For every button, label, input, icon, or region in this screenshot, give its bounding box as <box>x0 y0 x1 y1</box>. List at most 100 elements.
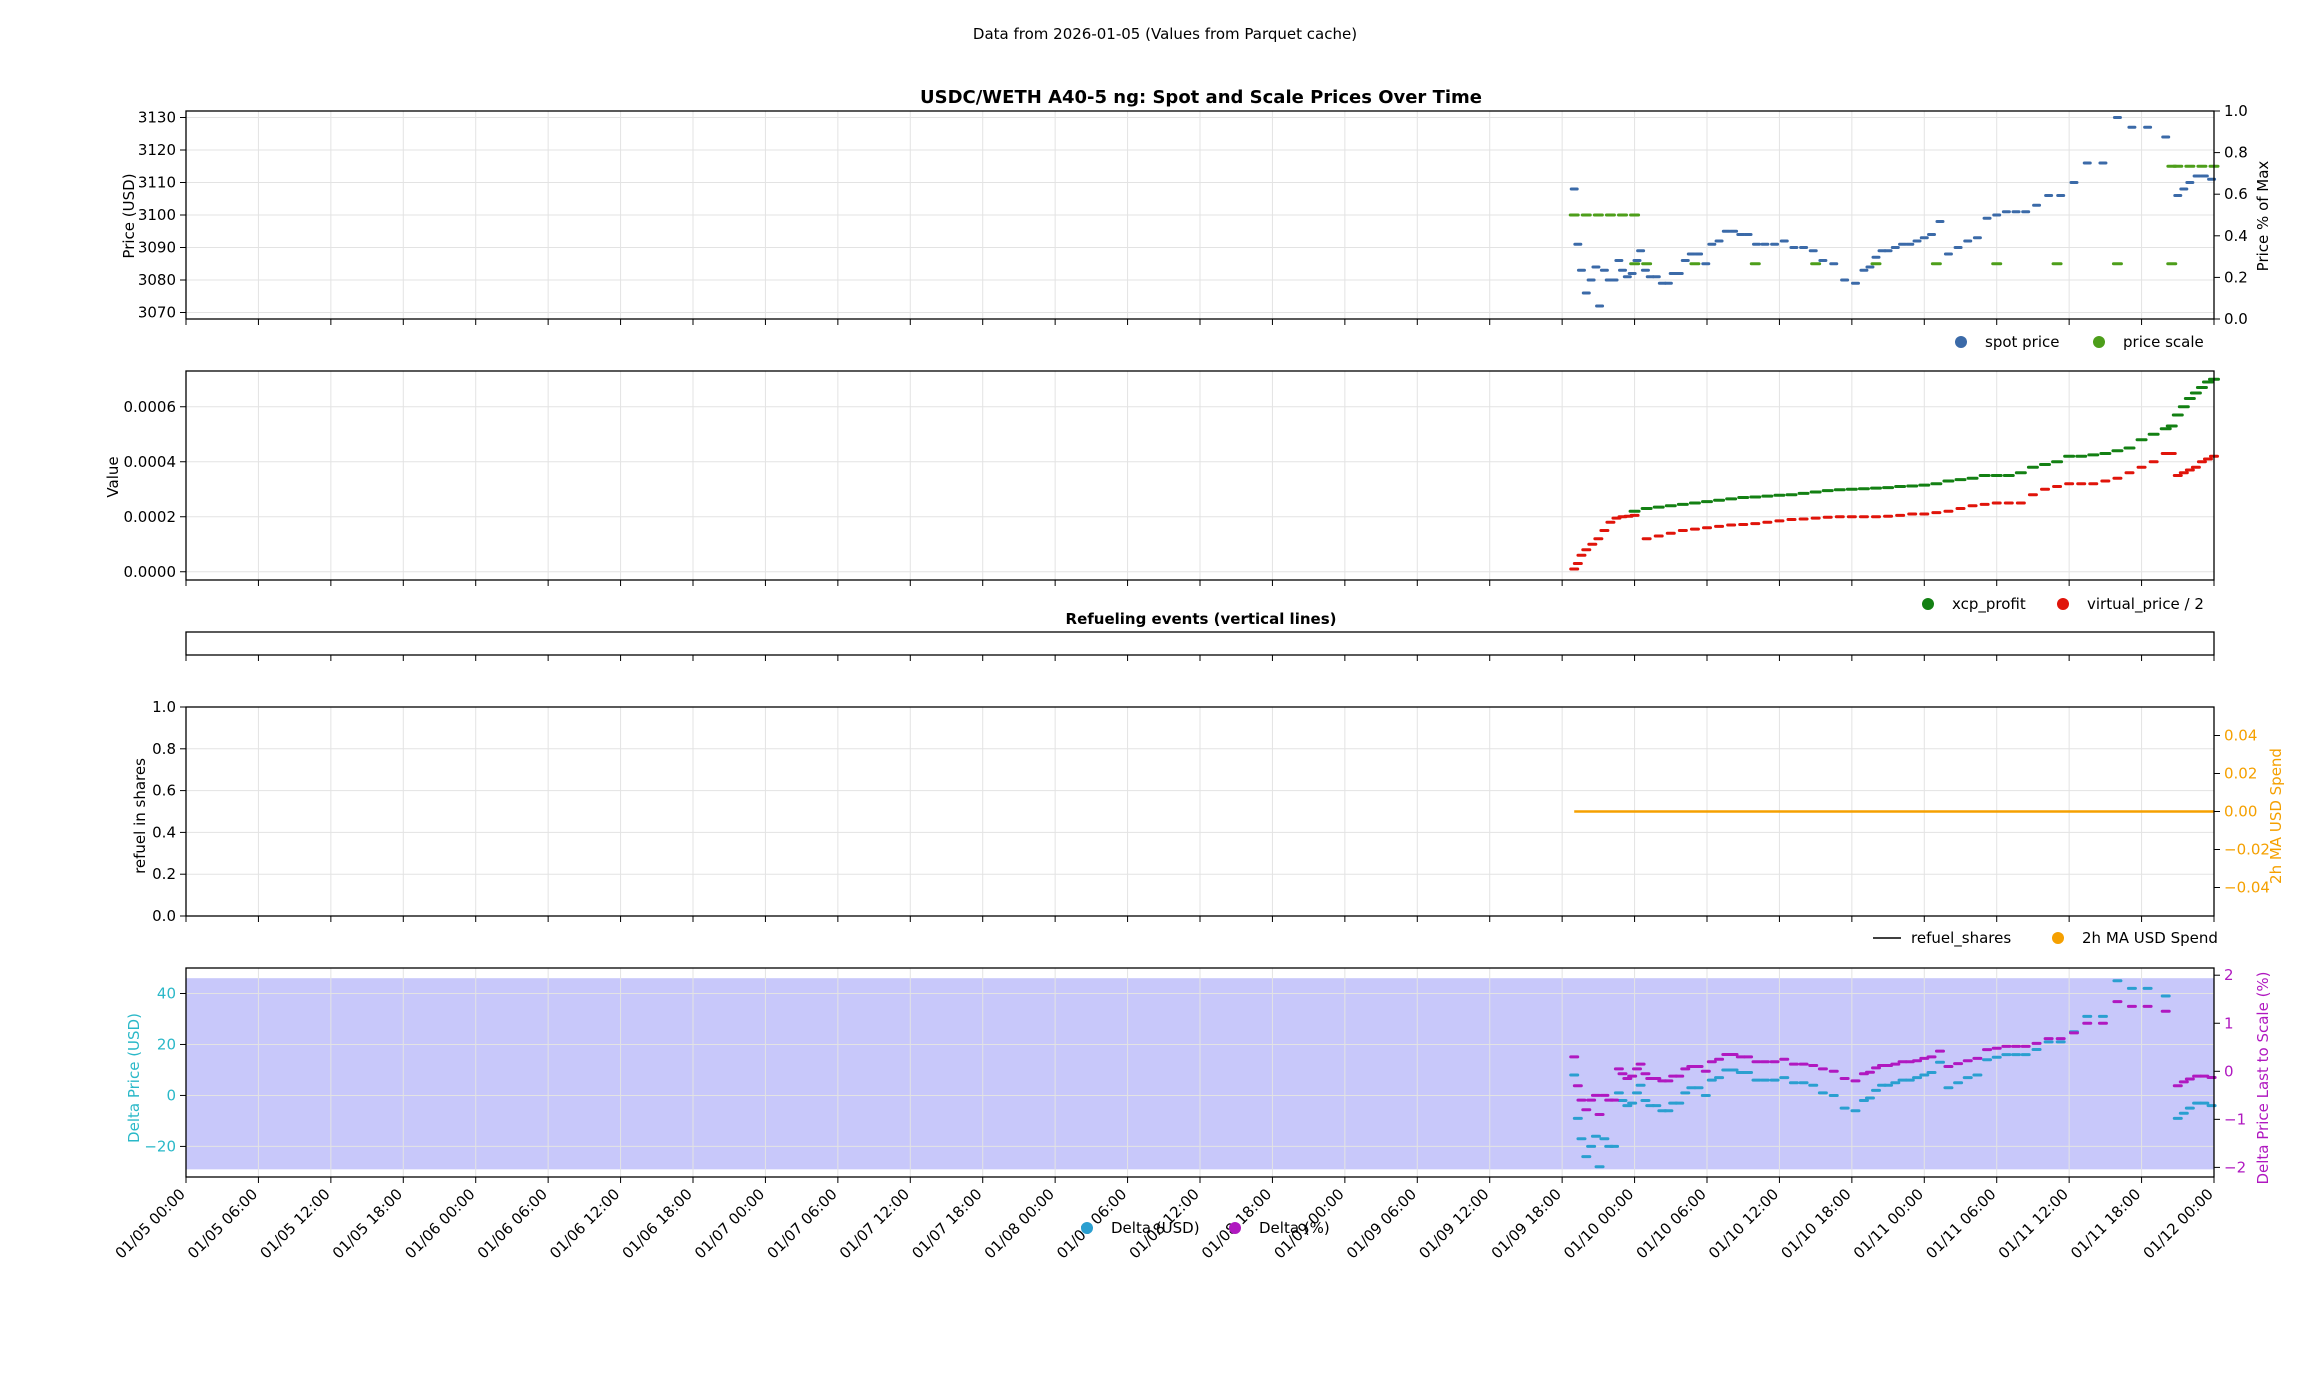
panel-price-ytick-label: 3100 <box>138 206 176 224</box>
panel-refuel-shares-ytick-right-label: 0.04 <box>2224 727 2257 745</box>
panel-delta-ylabel-right: Delta Price Last to Scale (%) <box>2254 971 2272 1184</box>
x-tick-label: 01/09 18:00 <box>1488 1185 1565 1262</box>
panel-delta-ytick-right-label: 2 <box>2224 966 2234 984</box>
panel-delta-ytick-label: 40 <box>157 984 176 1002</box>
panel-refuel-shares-ytick-label: 0.6 <box>152 782 176 800</box>
panel-price-title: USDC/WETH A40-5 ng: Spot and Scale Price… <box>920 87 1482 108</box>
x-tick-label: 01/12 00:00 <box>2140 1185 2217 1262</box>
panel-value-legend-label: virtual_price / 2 <box>2087 595 2204 614</box>
panel-price-ytick-label: 3080 <box>138 271 176 289</box>
panel-price-ytick-label: 3110 <box>138 174 176 192</box>
panel-refuel-shares-ytick-right-label: 0.02 <box>2224 765 2257 783</box>
panel-delta-ytick-label: −20 <box>144 1137 176 1155</box>
panel-value-ytick-label: 0.0006 <box>124 398 177 416</box>
x-tick-label: 01/10 06:00 <box>1633 1185 1710 1262</box>
panel-refuel-events-title: Refueling events (vertical lines) <box>1066 610 1337 628</box>
panel-refuel-shares-ytick-label: 1.0 <box>152 698 176 716</box>
x-tick-label: 01/05 00:00 <box>112 1185 189 1262</box>
panel-price-ylabel: Price (USD) <box>120 173 138 258</box>
panel-delta-legend-marker <box>1081 1222 1093 1234</box>
panel-delta: −20 0 20 40 −2 −1 0 1 2 Delta Price (USD) Delta … <box>112 966 2272 1262</box>
panel-refuel-shares-legend-marker <box>2052 932 2064 944</box>
panel-value-legend-label: xcp_profit <box>1952 595 2026 614</box>
panel-refuel-events-axes <box>185 631 2215 661</box>
panel-price-ytick-label: 3090 <box>138 239 176 257</box>
x-tick-label: 01/09 06:00 <box>1343 1185 1420 1262</box>
x-tick-label: 01/06 18:00 <box>619 1185 696 1262</box>
panel-refuel-shares-ytick-right-label: 0.00 <box>2224 803 2257 821</box>
panel-price-ytick-label: 3070 <box>138 304 176 322</box>
panel-delta-legend-marker <box>1229 1222 1241 1234</box>
panel-price-ytick-right-label: 0.4 <box>2224 227 2248 245</box>
panel-refuel-shares-ytick-right-label: −0.04 <box>2224 879 2270 897</box>
x-tick-label: 01/11 00:00 <box>1850 1185 1927 1262</box>
panel-refuel-shares-ytick-label: 0.2 <box>152 865 176 883</box>
panel-value-marks <box>1569 377 2220 571</box>
panel-value-legend-marker <box>2057 598 2069 610</box>
panel-delta-ytick-right-label: 0 <box>2224 1062 2234 1080</box>
x-tick-label: 01/10 00:00 <box>1560 1185 1637 1262</box>
x-tick-label: 01/07 18:00 <box>908 1185 985 1262</box>
panel-value-ylabel: Value <box>104 456 122 497</box>
panel-value-axes: 0.0000 0.0002 0.0004 0.0006 <box>124 370 2215 586</box>
panel-refuel-events: Refueling events (vertical lines) <box>185 610 2215 661</box>
panel-delta-marks <box>1569 979 2217 1169</box>
panel-refuel-shares-legend-label: 2h MA USD Spend <box>2082 929 2218 947</box>
panel-refuel-shares-ylabel-right: 2h MA USD Spend <box>2267 748 2285 884</box>
panel-delta-grid <box>186 968 2214 1177</box>
panel-delta-axes: −20 0 20 40 −2 −1 0 1 2 <box>144 966 2246 1183</box>
x-tick-label: 01/07 12:00 <box>836 1185 913 1262</box>
x-tick-label: 01/06 00:00 <box>401 1185 478 1262</box>
panel-price-axes: 3070 3080 3090 3100 3110 3120 3130 0.0 0.2 0.4 0.6… <box>138 102 2248 328</box>
panel-price-ytick-label: 3130 <box>138 109 176 127</box>
x-tick-label: 01/05 18:00 <box>329 1185 406 1262</box>
panel-price-marks <box>1568 116 2220 308</box>
x-tick-label: 01/05 12:00 <box>256 1185 333 1262</box>
panel-value-ytick-label: 0.0000 <box>124 563 177 581</box>
x-tick-label: 01/07 06:00 <box>763 1185 840 1262</box>
figure-suptitle: Data from 2026-01-05 (Values from Parque… <box>973 25 1357 43</box>
x-tick-label: 01/11 12:00 <box>1995 1185 2072 1262</box>
panel-delta-legend-label: Delta (%) <box>1259 1219 1330 1237</box>
panel-price-ytick-right-label: 0.2 <box>2224 268 2248 286</box>
panel-price-legend-marker <box>1955 336 1967 348</box>
panel-refuel-shares-ytick-label: 0.8 <box>152 740 176 758</box>
x-tick-label: 01/09 12:00 <box>1415 1185 1492 1262</box>
x-tick-label: 01/06 06:00 <box>474 1185 551 1262</box>
x-tick-label: 01/10 12:00 <box>1705 1185 1782 1262</box>
panel-refuel-shares-legend-label: refuel_shares <box>1911 929 2011 948</box>
panel-delta-legend: Delta (USD) Delta (%) <box>1081 1219 1330 1237</box>
panel-refuel-shares-ytick-label: 0.4 <box>152 823 176 841</box>
panel-price: USDC/WETH A40-5 ng: Spot and Scale Price… <box>120 87 2272 351</box>
x-tick-label: 01/05 06:00 <box>184 1185 261 1262</box>
panel-price-ytick-right-label: 0.0 <box>2224 310 2248 328</box>
x-tick-label: 01/06 12:00 <box>546 1185 623 1262</box>
panel-price-ytick-label: 3120 <box>138 141 176 159</box>
panel-delta-ytick-label: 0 <box>166 1086 176 1104</box>
panel-refuel-shares-legend: refuel_shares 2h MA USD Spend <box>1873 929 2218 948</box>
panel-price-legend-marker <box>2093 336 2105 348</box>
panel-price-ytick-right-label: 0.8 <box>2224 144 2248 162</box>
panel-refuel-shares-axes: 0.0 0.2 0.4 0.6 0.8 1.0 −0.04 −0.02 0.00 0.02 0.04 <box>152 698 2270 925</box>
x-tick-label: 01/08 00:00 <box>981 1185 1058 1262</box>
panel-value-ytick-label: 0.0004 <box>124 453 177 471</box>
x-tick-label: 01/11 18:00 <box>2067 1185 2144 1262</box>
panel-value-legend: xcp_profit virtual_price / 2 <box>1922 595 2204 614</box>
panel-refuel-shares-ytick-right-label: −0.02 <box>2224 841 2270 859</box>
panel-delta-ytick-right-label: −1 <box>2224 1110 2246 1128</box>
panel-delta-legend-label: Delta (USD) <box>1111 1219 1200 1237</box>
x-tick-label: 01/10 18:00 <box>1777 1185 1854 1262</box>
panel-price-legend: spot price price scale <box>1955 333 2204 351</box>
panel-value-legend-marker <box>1922 598 1934 610</box>
panel-price-legend-label: spot price <box>1985 333 2060 351</box>
panel-refuel-shares-ytick-label: 0.0 <box>152 907 176 925</box>
panel-price-ylabel-right: Price % of Max <box>2254 161 2272 272</box>
panel-refuel-shares: 0.0 0.2 0.4 0.6 0.8 1.0 −0.04 −0.02 0.00 0.02 0.04… <box>131 698 2285 948</box>
panel-value-grid <box>186 371 2214 580</box>
panel-refuel-events-frame <box>185 631 2215 656</box>
panel-delta-ytick-right-label: 1 <box>2224 1014 2234 1032</box>
panel-price-ytick-right-label: 0.6 <box>2224 185 2248 203</box>
x-tick-label: 01/07 00:00 <box>691 1185 768 1262</box>
panel-price-grid <box>186 111 2214 319</box>
